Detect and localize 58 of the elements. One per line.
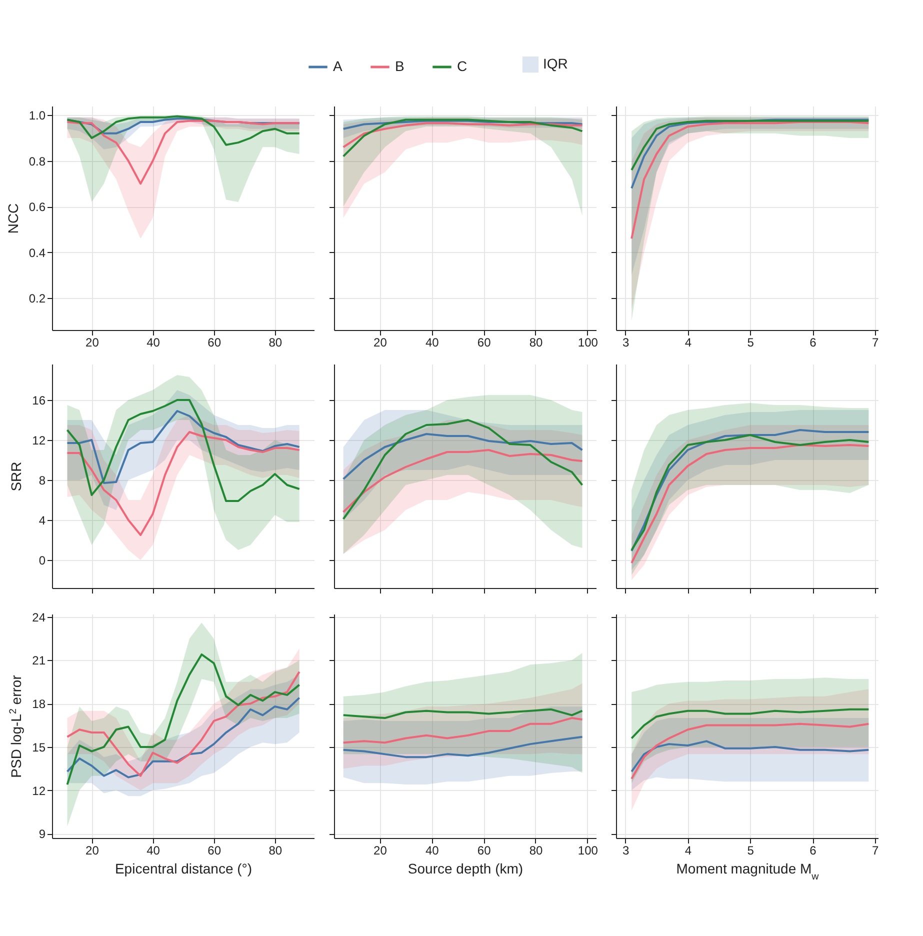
y-axis-title: SRR — [8, 462, 24, 492]
legend-label: B — [395, 58, 404, 74]
y-tick-label: 12 — [32, 434, 46, 448]
x-tick-label: 100 — [578, 844, 598, 858]
x-tick-label: 80 — [529, 336, 543, 350]
x-tick-label: 40 — [425, 336, 440, 350]
x-tick-label: 3 — [622, 844, 630, 858]
x-tick-label: 4 — [684, 844, 692, 858]
x-tick-label: 6 — [810, 844, 817, 858]
y-tick-label: 0.2 — [28, 292, 46, 306]
y-tick-label: 15 — [32, 740, 46, 754]
x-tick-label: 40 — [146, 844, 160, 858]
y-tick-label: 9 — [38, 827, 46, 842]
x-tick-label: 40 — [146, 336, 160, 350]
x-tick-label: 40 — [425, 844, 440, 858]
x-axis-title: Source depth (km) — [408, 860, 524, 876]
x-tick-label: 3 — [622, 336, 630, 350]
x-tick-label: 60 — [208, 844, 222, 858]
x-tick-label: 5 — [747, 844, 754, 858]
x-tick-label: 7 — [872, 844, 880, 858]
x-tick-label: 7 — [872, 336, 880, 350]
line-series — [66, 670, 300, 777]
y-tick-label: 24 — [32, 610, 46, 624]
legend-label: A — [333, 58, 343, 74]
y-tick-label: 0.8 — [28, 154, 46, 168]
x-tick-label: 5 — [747, 336, 754, 350]
x-tick-label: 80 — [268, 336, 282, 350]
text: IQR — [543, 56, 568, 72]
y-tick-label: 21 — [32, 654, 46, 668]
x-tick-label: 60 — [477, 844, 492, 858]
x-tick-label: 4 — [684, 336, 692, 350]
line-series — [66, 120, 300, 185]
x-axis-title: Moment magnitude M$_{w}$ — [676, 860, 820, 882]
x-tick-label: 20 — [374, 844, 388, 858]
y-tick-label: 0 — [38, 554, 46, 568]
legend-label: C — [457, 58, 468, 74]
line-series — [66, 431, 300, 536]
line-series — [66, 696, 300, 778]
y-tick-label: 18 — [32, 697, 46, 712]
x-tick-label: 20 — [86, 336, 100, 350]
y-tick-label: 0.4 — [28, 246, 46, 260]
y-tick-label: 16 — [32, 394, 46, 408]
x-tick-label: 20 — [374, 336, 388, 350]
x-tick-label: 80 — [529, 844, 543, 858]
x-tick-label: 60 — [477, 336, 492, 350]
y-tick-label: 12 — [32, 784, 46, 798]
x-axis-title: Epicentral distance (°) — [114, 860, 252, 876]
x-tick-label: 100 — [578, 336, 598, 350]
x-tick-label: 60 — [208, 336, 222, 350]
y-axis-title: NCC — [4, 203, 21, 234]
y-tick-label: 4 — [38, 514, 46, 528]
x-tick-label: 6 — [810, 336, 817, 350]
line-series — [66, 410, 300, 484]
x-tick-label: 80 — [268, 844, 282, 858]
y-tick-label: 8 — [38, 474, 46, 488]
x-tick-label: 20 — [86, 844, 100, 858]
y-tick-label: 1.0 — [28, 108, 46, 123]
y-tick-label: 0.6 — [28, 200, 46, 214]
